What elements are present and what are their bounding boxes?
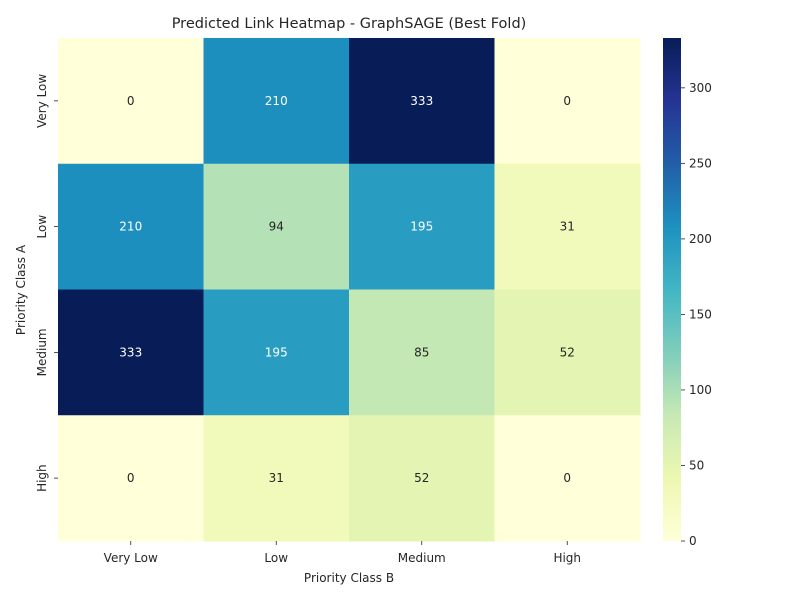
cell-value-label: 0 bbox=[127, 471, 135, 485]
heatmap-cell-r3-c0 bbox=[58, 415, 204, 542]
heatmap-cell-r3-c1 bbox=[203, 415, 350, 542]
heatmap-cell-r3-c2 bbox=[349, 415, 495, 542]
cell-value-label: 94 bbox=[269, 220, 284, 234]
x-axis-label: Priority Class B bbox=[304, 571, 394, 585]
heatmap-cell-r1-c1 bbox=[203, 163, 350, 290]
cell-value-label: 333 bbox=[119, 345, 142, 359]
x-tick-label: Medium bbox=[398, 551, 446, 565]
cell-value-label: 85 bbox=[414, 345, 429, 359]
heatmap-cell-r1-c3 bbox=[494, 163, 641, 290]
chart-title: Predicted Link Heatmap - GraphSAGE (Best… bbox=[172, 16, 527, 32]
heatmap-cell-r0-c1 bbox=[203, 38, 350, 165]
heatmap-cell-r1-c2 bbox=[349, 163, 495, 290]
y-tick-labels: Very Low Low Medium High bbox=[35, 74, 58, 492]
heatmap-cell-r2-c0 bbox=[58, 289, 204, 416]
y-tick-label: Medium bbox=[35, 328, 49, 376]
colorbar bbox=[663, 38, 681, 541]
cell-value-label: 0 bbox=[563, 471, 571, 485]
colorbar-tick-label: 200 bbox=[689, 232, 712, 246]
heatmap-cell-r2-c1 bbox=[203, 289, 350, 416]
y-tick-label: High bbox=[35, 464, 49, 492]
heatmap-cell-r2-c3 bbox=[494, 289, 641, 416]
y-axis-label: Priority Class A bbox=[14, 244, 28, 335]
x-tick-label: Very Low bbox=[104, 551, 158, 565]
colorbar-ticks: 0 50 100 150 200 250 300 bbox=[681, 81, 712, 548]
cell-value-label: 31 bbox=[560, 220, 575, 234]
cell-value-label: 0 bbox=[127, 94, 135, 108]
x-tick-label: Low bbox=[264, 551, 288, 565]
colorbar-tick-label: 250 bbox=[689, 156, 712, 170]
colorbar-tick-label: 150 bbox=[689, 307, 712, 321]
heatmap-cell-r0-c3 bbox=[494, 38, 641, 165]
heatmap-cell-r3-c3 bbox=[494, 415, 641, 542]
y-tick-label: Low bbox=[35, 215, 49, 239]
cell-value-label: 31 bbox=[269, 471, 284, 485]
heatmap-cell-r1-c0 bbox=[58, 163, 204, 290]
cell-value-label: 195 bbox=[265, 345, 288, 359]
heatmap-cell-r2-c2 bbox=[349, 289, 495, 416]
cell-value-label: 0 bbox=[563, 94, 571, 108]
x-tick-label: High bbox=[553, 551, 581, 565]
colorbar-tick-label: 50 bbox=[689, 458, 704, 472]
heatmap-cell-r0-c2 bbox=[349, 38, 495, 165]
colorbar-tick-label: 300 bbox=[689, 81, 712, 95]
colorbar-tick-label: 0 bbox=[689, 534, 697, 548]
cell-value-label: 333 bbox=[410, 94, 433, 108]
heatmap-cell-r0-c0 bbox=[58, 38, 204, 165]
cell-value-label: 210 bbox=[265, 94, 288, 108]
colorbar-tick-label: 100 bbox=[689, 383, 712, 397]
cell-value-label: 52 bbox=[414, 471, 429, 485]
heatmap-cells: 0 210 333 0 210 94 195 31 333 195 85 52 0 31 52 0 bbox=[58, 38, 641, 542]
cell-value-label: 195 bbox=[410, 220, 433, 234]
x-tick-labels: Very Low Low Medium High bbox=[104, 541, 581, 565]
y-tick-label: Very Low bbox=[35, 74, 49, 128]
cell-value-label: 210 bbox=[119, 220, 142, 234]
cell-value-label: 52 bbox=[560, 345, 575, 359]
